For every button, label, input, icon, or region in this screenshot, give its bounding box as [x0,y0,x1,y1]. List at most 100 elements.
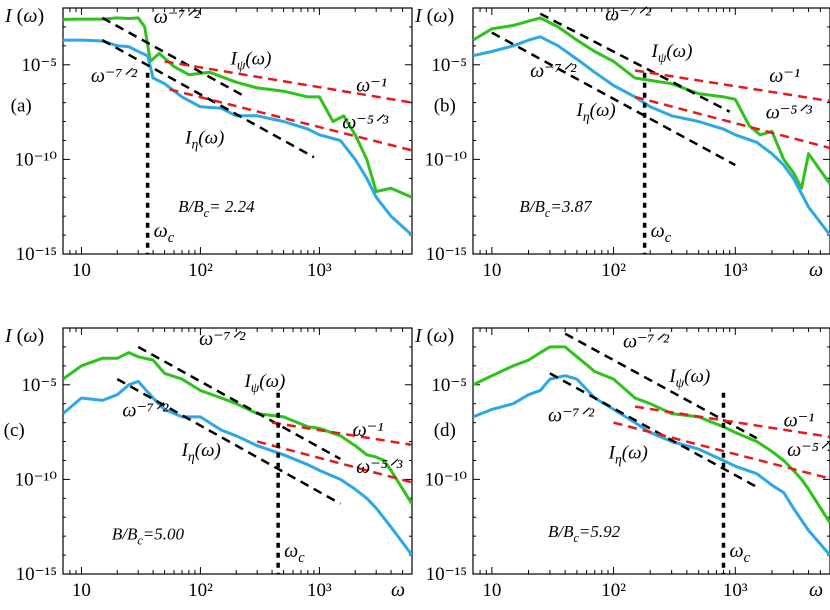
power-law-label: ω⁻⁷ᐟ² [548,404,595,426]
series-line-i-eta [63,379,412,556]
label-i-psi: Iψ(ω) [651,41,693,65]
y-tick-label: 10⁻⁵ [21,375,57,396]
power-law-label: ω⁻⁷ᐟ² [530,60,577,82]
y-tick-label: 10⁻¹⁰ [425,149,468,170]
power-law-guide [634,95,830,150]
x-tick-label: 10 [72,580,91,601]
power-law-label: ω⁻⁷ᐟ² [605,3,652,25]
power-law-label: ω⁻⁵ᐟ³ [787,439,830,461]
power-law-guide [539,12,731,113]
y-tick-label: 10⁻¹⁵ [426,244,467,265]
x-axis-label: ω [809,579,823,601]
parameter-label: B/Bc=3.87 [519,197,593,220]
axes-frame [62,327,413,575]
plot-area [63,16,412,254]
panel-b: 10 10² 10³ 10⁻⁵ 10⁻¹⁰ 10⁻¹⁵ I (ω) ω Iψ(ω) Iη(ω) ω⁻… [414,3,830,281]
parameter-label: B/Bc= 2.24 [178,197,255,220]
y-tick-label: 10⁻¹⁰ [15,469,58,490]
series-line-i-psi [473,345,830,524]
label-i-psi: Iψ(ω) [668,366,710,390]
panel-label: (c) [4,420,25,441]
power-law-guide [613,421,830,480]
label-i-eta: Iη(ω) [181,440,221,464]
power-law-guide [634,69,830,103]
x-tick-label: 10³ [307,580,332,601]
power-law-guide [137,345,341,461]
plot-area [473,332,830,574]
series-line-i-psi [63,351,412,505]
panel-d: 10 10² 10³ 10⁻⁵ 10⁻¹⁰ 10⁻¹⁵ I (ω) ω Iψ(ω) Iη(ω) ω⁻… [414,325,830,601]
power-law-guide [116,377,341,505]
y-axis-label: I (ω) [414,325,454,347]
y-tick-label: 10⁻¹⁵ [16,564,57,585]
series-line-i-eta [473,374,830,557]
power-law-label: ω⁻⁵ᐟ³ [342,112,389,134]
x-axis-label: ω [809,259,823,281]
panel-label: (b) [434,95,456,116]
power-law-label: ω⁻¹ [353,419,384,441]
power-law-guide [271,421,412,447]
axes-frame [62,7,413,255]
x-tick-label: 10² [601,260,626,281]
x-axis-label: ω [391,579,405,601]
x-tick-label: 10 [482,580,501,601]
y-tick-label: 10⁻⁵ [431,375,467,396]
power-law-guide [634,405,830,439]
power-law-guide [256,440,412,484]
power-law-label: ω⁻¹ [356,75,387,97]
label-i-psi: Iψ(ω) [243,371,285,395]
series-line-i-psi [63,16,412,199]
y-tick-label: 10⁻¹⁵ [426,564,467,585]
label-i-psi: Iψ(ω) [230,49,272,73]
power-law-label: ω⁻⁷ᐟ² [122,400,169,422]
y-tick-label: 10⁻⁵ [431,55,467,76]
x-tick-label: 10² [601,580,626,601]
label-i-eta: Iη(ω) [608,442,648,466]
y-axis-label: I (ω) [4,5,44,27]
x-tick-label: 10² [188,260,213,281]
axes-frame [472,327,830,575]
y-tick-label: 10⁻⁵ [21,55,57,76]
parameter-label: B/Bc=5.92 [548,522,621,545]
power-law-label: ω⁻⁷ᐟ² [623,331,670,353]
plot-area [63,345,412,574]
x-tick-label: 10³ [723,260,748,281]
power-law-guide [101,16,247,99]
power-law-label: ω⁻⁷ᐟ² [91,65,138,87]
omega-c-label: ωc [729,540,750,566]
series-line-i-eta [473,35,830,237]
y-tick-label: 10⁻¹⁵ [16,244,57,265]
x-tick-label: 10³ [307,260,332,281]
panel-label: (a) [11,95,32,116]
x-tick-label: 10 [482,260,501,281]
omega-c-label: ωc [651,220,672,246]
power-law-guide [164,60,412,104]
power-law-label: ω⁻¹ [769,65,800,87]
power-law-guide [101,39,315,159]
y-axis-label: I (ω) [4,325,44,347]
power-law-guide [549,372,758,489]
plot-area [473,12,830,254]
omega-c-label: ωc [284,540,305,566]
power-law-label: ω⁻¹ [784,409,815,431]
panel-c: 10 10² 10³ 10⁻⁵ 10⁻¹⁰ 10⁻¹⁵ I (ω) ω Iψ(ω) Iη(ω) ω⁻… [4,325,413,601]
panel-a: 10 10² 10³ 10⁻⁵ 10⁻¹⁰ 10⁻¹⁵ I (ω) Iψ(ω) Iη(ω) ω⁻⁷… [4,5,413,281]
y-tick-label: 10⁻¹⁰ [15,149,58,170]
parameter-label: B/Bc=5.00 [112,525,185,548]
x-tick-label: 10³ [723,580,748,601]
power-law-guide [491,31,736,167]
label-i-eta: Iη(ω) [576,100,616,124]
series-line-i-eta [63,38,412,237]
panel-label: (d) [434,420,456,441]
series-line-i-psi [473,16,830,190]
omega-c-label: ωc [154,220,175,246]
power-law-guide [169,88,412,152]
x-tick-label: 10 [72,260,91,281]
label-i-eta: Iη(ω) [184,127,224,151]
power-law-label: ω⁻⁵ᐟ³ [766,102,813,124]
y-axis-label: I (ω) [414,5,454,27]
y-tick-label: 10⁻¹⁰ [425,469,468,490]
x-tick-label: 10² [188,580,213,601]
power-law-label: ω⁻⁷ᐟ² [199,328,246,350]
